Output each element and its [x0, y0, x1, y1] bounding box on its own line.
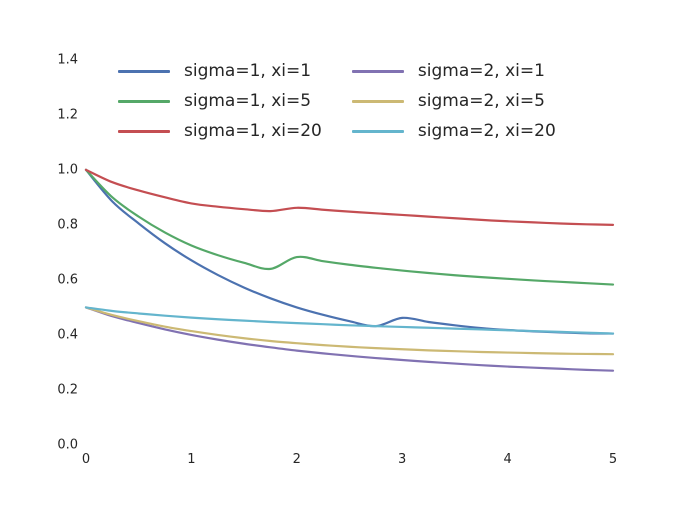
series-line: [84, 306, 615, 335]
x-tick-label: 0: [81, 452, 91, 467]
x-tick-label: 2: [292, 452, 301, 467]
y-tick-label: 0.0: [57, 437, 78, 453]
series-line: [84, 306, 615, 372]
y-tick-label: 1.4: [57, 52, 78, 68]
y-tick-label: 1.2: [57, 107, 78, 123]
legend-entry[interactable]: sigma=1, xi=20: [118, 116, 322, 146]
legend-entry[interactable]: sigma=1, xi=5: [118, 86, 322, 116]
legend-entry[interactable]: sigma=2, xi=20: [351, 116, 556, 146]
plot-area: [84, 46, 615, 445]
legend-entry[interactable]: sigma=1, xi=1: [118, 56, 322, 86]
legend-label: sigma=1, xi=5: [184, 91, 312, 111]
legend-label: sigma=2, xi=5: [417, 91, 545, 111]
y-tick-label: 0.8: [57, 217, 78, 233]
legend-line-icon: [351, 99, 404, 103]
legend-label: sigma=2, xi=1: [417, 61, 545, 81]
x-tick-label: 5: [608, 452, 618, 467]
y-tick-label: 0.4: [57, 327, 78, 343]
legend-label: sigma=1, xi=20: [184, 121, 322, 141]
legend-line-icon: [351, 129, 404, 133]
legend-line-icon: [118, 99, 170, 103]
x-tick-label: 3: [398, 452, 407, 467]
legend-entry[interactable]: sigma=2, xi=5: [351, 86, 556, 116]
y-tick-label: 1.0: [57, 162, 78, 178]
legend-entry[interactable]: sigma=2, xi=1: [351, 56, 556, 86]
series-line: [84, 306, 615, 356]
x-axis-tick-labels: 0 1 2 3 4 5: [82, 452, 617, 474]
series-line: [84, 168, 615, 335]
y-tick-label: 0.6: [57, 272, 78, 288]
series-line: [84, 168, 615, 226]
series-line: [84, 168, 615, 286]
legend-label: sigma=2, xi=20: [417, 121, 556, 141]
legend-line-icon: [351, 69, 404, 73]
legend-line-icon: [118, 129, 170, 133]
chart-legend: sigma=1, xi=1 sigma=2, xi=1 sigma=1, xi=5 s…: [118, 56, 556, 146]
y-tick-label: 0.2: [57, 382, 78, 398]
y-axis-tick-labels: 0.0 0.2 0.4 0.6 0.8 1.0 1.2 1.4: [0, 46, 78, 452]
curves-svg: [84, 168, 615, 372]
legend-line-icon: [118, 69, 170, 73]
x-tick-label: 1: [187, 452, 196, 467]
x-tick-label: 4: [503, 452, 512, 467]
legend-label: sigma=1, xi=1: [184, 61, 312, 81]
